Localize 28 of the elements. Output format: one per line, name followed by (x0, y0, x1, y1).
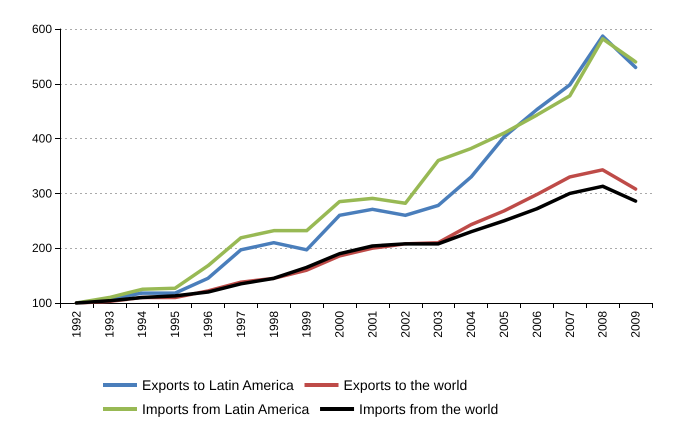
x-tick-label: 1998 (266, 310, 281, 338)
y-tick-label: 600 (32, 22, 52, 36)
x-tick-label: 2003 (431, 310, 446, 338)
x-tick-label: 2000 (332, 310, 347, 338)
y-tick-label: 500 (32, 76, 52, 91)
x-tick-label: 2006 (530, 310, 544, 338)
legend-label: Imports from the world (359, 401, 498, 417)
legend-label: Imports from Latin America (142, 401, 310, 417)
x-tick-label: 2001 (365, 310, 380, 338)
legend-label: Exports to the world (344, 377, 468, 393)
x-tick-label: 2008 (596, 310, 610, 338)
x-tick-label: 1997 (234, 310, 248, 338)
x-tick-label: 2005 (497, 310, 511, 338)
x-tick-label: 1995 (168, 310, 182, 338)
x-tick-label: 1992 (69, 310, 84, 338)
x-tick-label: 2004 (464, 310, 478, 338)
y-tick-label: 300 (32, 186, 52, 200)
x-tick-label: 2007 (562, 310, 577, 338)
y-tick-label: 100 (32, 296, 52, 310)
legend-label: Exports to Latin America (142, 377, 294, 393)
x-tick-label: 1993 (102, 310, 116, 338)
x-tick-label: 1996 (201, 310, 215, 338)
x-tick-label: 2002 (398, 310, 412, 338)
x-tick-label: 1999 (300, 310, 314, 338)
x-tick-label: 1994 (135, 310, 150, 338)
y-tick-label: 400 (32, 132, 52, 146)
x-tick-label: 2009 (628, 310, 643, 338)
y-tick-label: 200 (32, 241, 52, 256)
